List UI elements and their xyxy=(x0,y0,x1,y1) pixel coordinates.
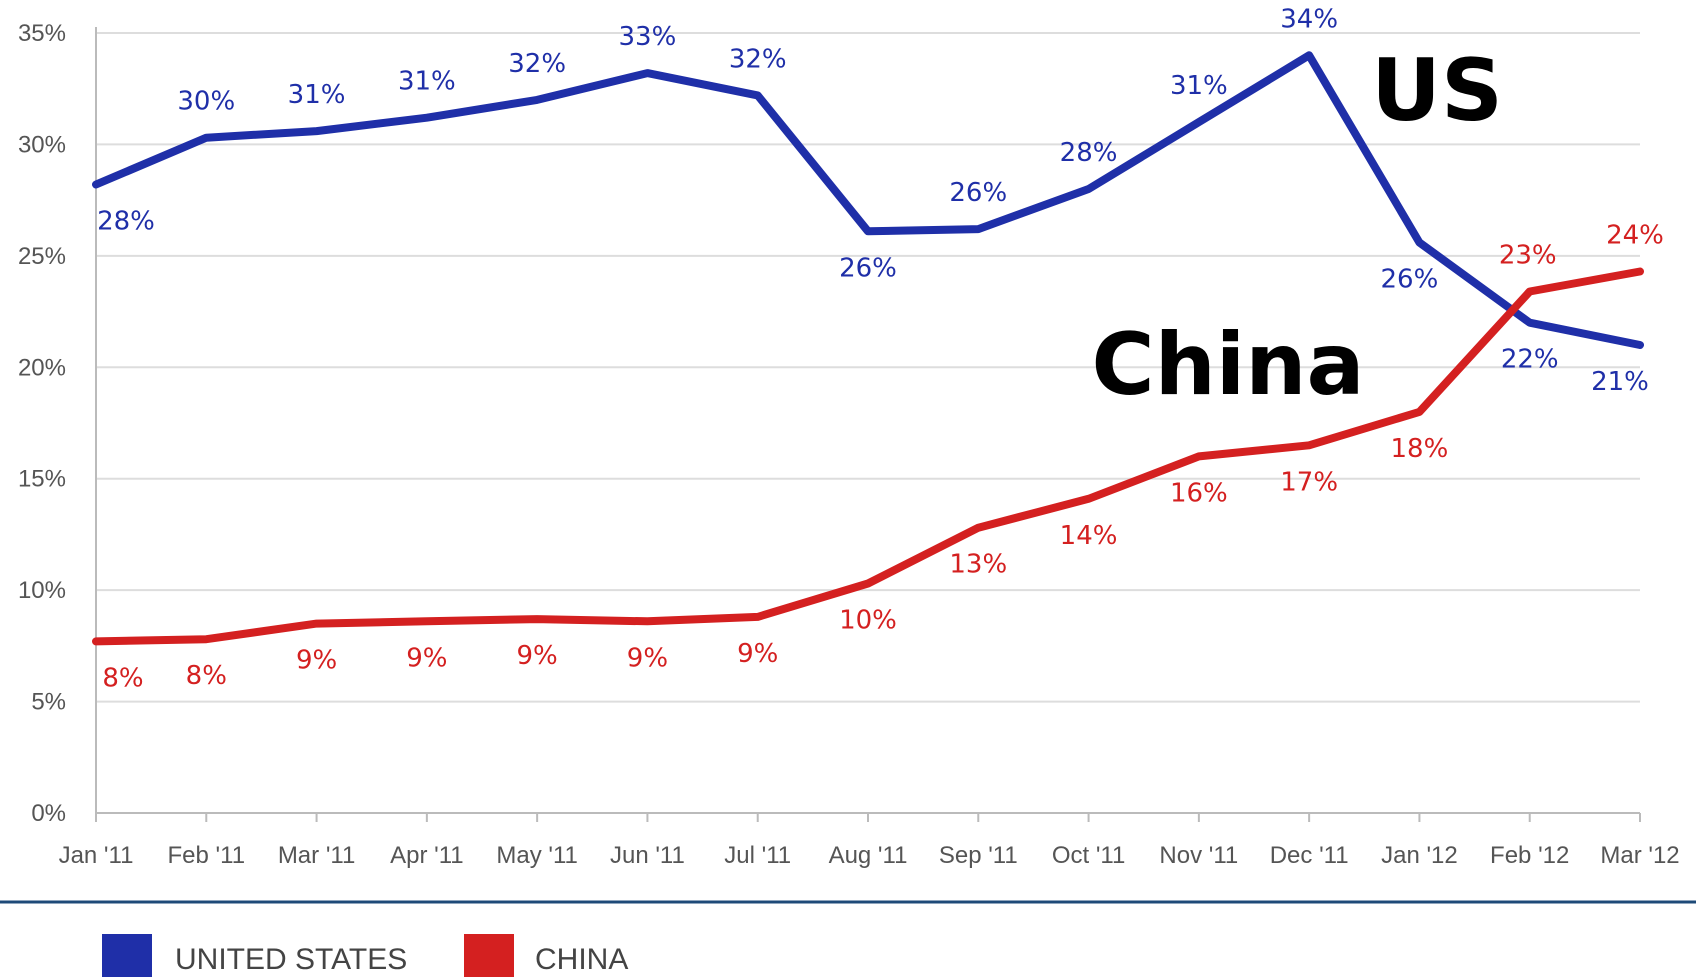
us-data-label: 22% xyxy=(1501,345,1559,375)
x-tick-label: May '11 xyxy=(496,842,578,869)
x-tick-label: Feb '11 xyxy=(168,842,246,869)
us-annotation: US xyxy=(1371,41,1503,141)
x-tick-label: Dec '11 xyxy=(1270,842,1349,869)
china-data-label: 8% xyxy=(102,663,143,693)
china-data-label: 9% xyxy=(627,643,668,673)
y-tick-label: 5% xyxy=(31,689,66,716)
us-data-label: 26% xyxy=(839,253,897,283)
china-data-label: 9% xyxy=(737,639,778,669)
china-data-label: 16% xyxy=(1170,478,1228,508)
china-data-label: 10% xyxy=(839,605,897,635)
us-data-label: 33% xyxy=(619,22,677,52)
data-labels: 28% 30% 31% 31% 32% 33% 32% 26% 26% 28% 31% 34% 26% 2… xyxy=(97,4,1664,693)
china-data-label: 9% xyxy=(517,641,558,671)
legend-label-china: CHINA xyxy=(535,943,628,976)
x-tick-labels: Jan '11 Feb '11 Mar '11 Apr '11 May '11 Jun '… xyxy=(59,842,1680,869)
y-tick-label: 15% xyxy=(18,466,66,493)
legend: UNITED STATES CHINA xyxy=(0,900,1696,977)
y-tick-label: 35% xyxy=(18,20,66,47)
us-data-label: 30% xyxy=(177,87,235,117)
series-lines xyxy=(92,51,1644,646)
us-data-label: 31% xyxy=(398,67,456,97)
gridlines xyxy=(96,32,1640,703)
china-data-label: 9% xyxy=(296,646,337,676)
us-data-label: 21% xyxy=(1591,367,1649,397)
china-data-label: 18% xyxy=(1391,434,1449,464)
us-data-label: 28% xyxy=(1060,138,1118,168)
x-tick-label: Apr '11 xyxy=(390,842,464,869)
x-tick-label: Jul '11 xyxy=(724,842,791,869)
china-annotation: China xyxy=(1091,315,1364,415)
y-tick-label: 0% xyxy=(31,800,66,827)
china-data-label: 14% xyxy=(1060,521,1118,551)
us-data-label: 26% xyxy=(1381,264,1439,294)
x-tick-label: Jun '11 xyxy=(610,842,685,869)
x-tick-label: Nov '11 xyxy=(1159,842,1238,869)
x-tick-label: Jan '12 xyxy=(1381,842,1458,869)
y-tick-labels: 0% 5% 10% 15% 20% 25% 30% 35% xyxy=(18,20,66,827)
legend-swatch-china xyxy=(464,934,514,977)
y-tick-label: 25% xyxy=(18,243,66,270)
china-series-line xyxy=(92,267,1644,646)
legend-label-us: UNITED STATES xyxy=(175,943,407,976)
us-data-label: 28% xyxy=(97,207,155,237)
us-series-line xyxy=(92,51,1644,349)
x-tick-label: Mar '12 xyxy=(1600,842,1679,869)
us-data-label: 31% xyxy=(1170,71,1228,101)
x-tick-label: Jan '11 xyxy=(59,842,134,869)
x-tick-label: Oct '11 xyxy=(1052,842,1126,869)
legend-swatch-us xyxy=(102,934,152,977)
y-tick-label: 20% xyxy=(18,354,66,381)
us-data-label: 31% xyxy=(288,80,346,110)
china-data-label: 23% xyxy=(1499,241,1557,271)
x-tick-label: Aug '11 xyxy=(829,842,908,869)
y-tick-label: 10% xyxy=(18,577,66,604)
china-data-label: 13% xyxy=(949,550,1007,580)
annotations: US China xyxy=(1091,41,1502,415)
china-data-label: 9% xyxy=(406,643,447,673)
us-data-label: 32% xyxy=(729,44,787,74)
x-tick-label: Feb '12 xyxy=(1490,842,1569,869)
x-tick-label: Sep '11 xyxy=(939,842,1018,869)
us-data-label: 32% xyxy=(508,49,566,79)
china-data-label: 24% xyxy=(1606,220,1664,250)
china-data-label: 17% xyxy=(1280,467,1338,497)
us-data-label: 26% xyxy=(949,178,1007,208)
axes xyxy=(95,27,1641,822)
x-tick-label: Mar '11 xyxy=(278,842,356,869)
y-tick-label: 30% xyxy=(18,131,66,158)
china-data-label: 8% xyxy=(186,661,227,691)
us-data-label: 34% xyxy=(1280,4,1338,34)
